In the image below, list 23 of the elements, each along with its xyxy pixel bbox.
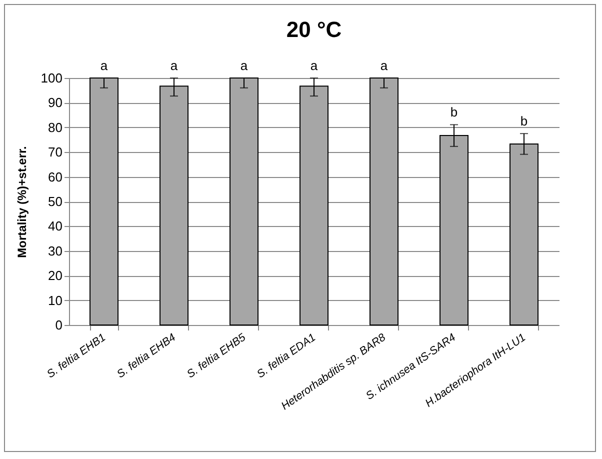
- chart-title: 20 °C: [286, 17, 342, 42]
- y-tick-label: 100: [40, 70, 62, 86]
- y-tick-label: 90: [48, 95, 62, 110]
- y-tick-label: 60: [48, 169, 62, 184]
- y-tick-label: 10: [48, 292, 62, 308]
- annotation: b: [450, 104, 458, 120]
- y-tick-label: 20: [48, 268, 62, 284]
- y-tick-label: 80: [48, 120, 62, 135]
- bar: [230, 78, 258, 326]
- y-tick-label: 40: [48, 218, 62, 234]
- annotation: a: [380, 58, 388, 73]
- bar: [90, 78, 118, 326]
- y-tick-label: 70: [48, 144, 62, 160]
- y-tick-label: 30: [48, 243, 62, 258]
- y-tick-label: 50: [48, 194, 62, 209]
- y-axis-title: Mortality (%)+st.err.: [14, 146, 29, 258]
- annotation: a: [100, 58, 108, 73]
- annotation: b: [520, 114, 528, 129]
- annotation: a: [310, 58, 318, 73]
- annotation: a: [170, 58, 178, 73]
- bar: [370, 78, 398, 326]
- y-tick-label: 0: [55, 318, 62, 332]
- annotation: a: [240, 58, 248, 73]
